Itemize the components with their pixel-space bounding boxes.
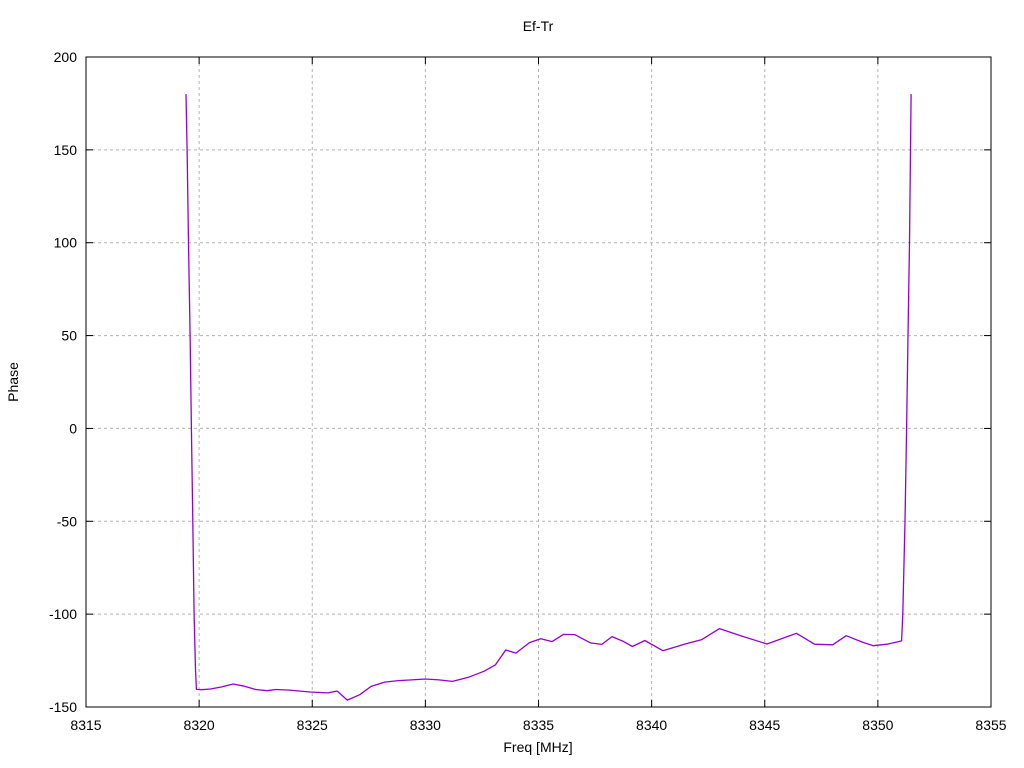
y-tick-label: -50 bbox=[57, 513, 77, 529]
x-tick-label: 8335 bbox=[523, 717, 554, 733]
x-tick-label: 8345 bbox=[749, 717, 780, 733]
y-tick-label: -150 bbox=[49, 699, 77, 715]
x-tick-label: 8340 bbox=[636, 717, 667, 733]
y-tick-label: 50 bbox=[61, 328, 77, 344]
x-axis-label: Freq [MHz] bbox=[503, 739, 572, 755]
grid-layer bbox=[86, 57, 991, 707]
x-tick-label: 8355 bbox=[975, 717, 1006, 733]
x-tick-label: 8330 bbox=[410, 717, 441, 733]
y-tick-label: 100 bbox=[54, 235, 78, 251]
x-tick-label: 8320 bbox=[184, 717, 215, 733]
x-tick-label: 8325 bbox=[297, 717, 328, 733]
chart-title: Ef-Tr bbox=[523, 18, 554, 34]
data-layer bbox=[185, 94, 912, 701]
x-tick-label: 8350 bbox=[862, 717, 893, 733]
axis-layer: 8315 8320 8325 8330 8335 8340 8345 8350 8355 -150… bbox=[49, 49, 1007, 733]
y-tick-label: -100 bbox=[49, 606, 77, 622]
y-axis-label: Phase bbox=[5, 362, 21, 402]
y-tick-label: 0 bbox=[69, 420, 77, 436]
y-tick-label: 150 bbox=[54, 142, 78, 158]
x-tick-label: 8315 bbox=[70, 717, 101, 733]
y-tick-label: 200 bbox=[54, 49, 78, 65]
data-line bbox=[185, 94, 912, 701]
